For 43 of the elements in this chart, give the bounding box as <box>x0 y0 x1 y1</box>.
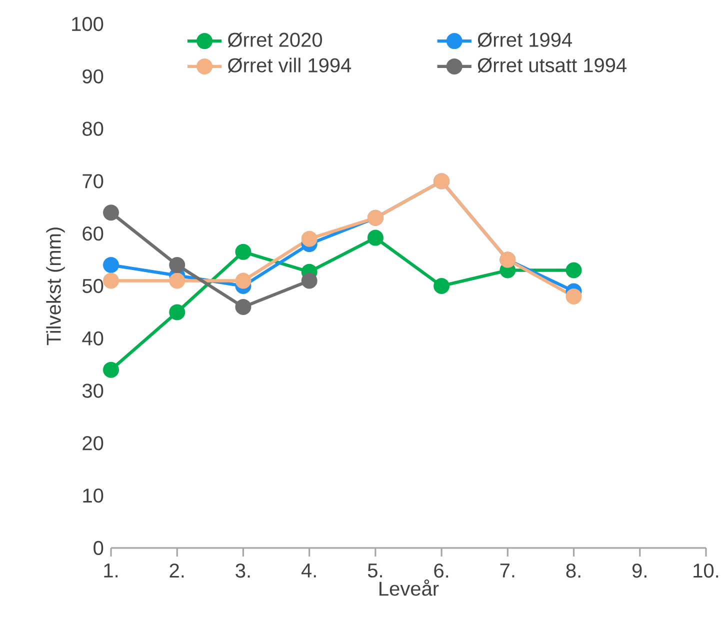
legend-label: Ørret vill 1994 <box>228 58 352 73</box>
x-tick-label: 7. <box>500 564 514 578</box>
point <box>235 272 252 289</box>
x-tick-label: 4. <box>301 564 316 578</box>
x-tick-label: 1. <box>104 564 118 578</box>
x-axis-title: Leveår <box>380 579 439 596</box>
point <box>169 257 186 274</box>
y-tick-label: 40 <box>82 331 104 346</box>
x-tick-label: 6. <box>434 564 448 578</box>
point <box>103 362 120 378</box>
y-tick-label: 70 <box>82 174 104 188</box>
y-tick-label: 60 <box>82 226 104 241</box>
y-tick-label: 20 <box>82 436 104 450</box>
point <box>103 204 120 221</box>
point <box>301 272 318 289</box>
point <box>301 230 318 247</box>
y-tick-label: 30 <box>82 384 104 398</box>
x-tick-label: 5. <box>368 564 382 578</box>
point <box>169 304 186 320</box>
x-tick-label: 8. <box>566 564 580 578</box>
y-tick-label: 0 <box>94 540 104 556</box>
legend-label: Ørret utsatt 1994 <box>478 58 627 73</box>
x-tick-label: 3. <box>236 564 250 578</box>
y-tick-label: 100 <box>72 16 104 32</box>
legend-label: Ørret 2020 <box>228 32 322 48</box>
point <box>566 288 582 304</box>
point <box>566 262 582 278</box>
point <box>169 272 186 289</box>
x-tick-label: 9. <box>632 564 646 578</box>
point <box>235 298 252 315</box>
x-tick-label: 2. <box>170 564 184 578</box>
y-axis-title: Tilvekst (mm) <box>46 228 65 346</box>
y-tick-label: 90 <box>82 69 104 84</box>
y-tick-label: 10 <box>83 488 104 503</box>
x-tick-label: 10. <box>694 564 718 578</box>
y-tick-label: 50 <box>82 278 104 294</box>
y-tick-label: 80 <box>82 122 104 136</box>
legend-label: Ørret 1994 <box>478 32 572 48</box>
point <box>367 230 384 246</box>
point <box>103 272 120 289</box>
point <box>235 244 252 260</box>
point <box>434 278 450 294</box>
point <box>103 257 120 274</box>
